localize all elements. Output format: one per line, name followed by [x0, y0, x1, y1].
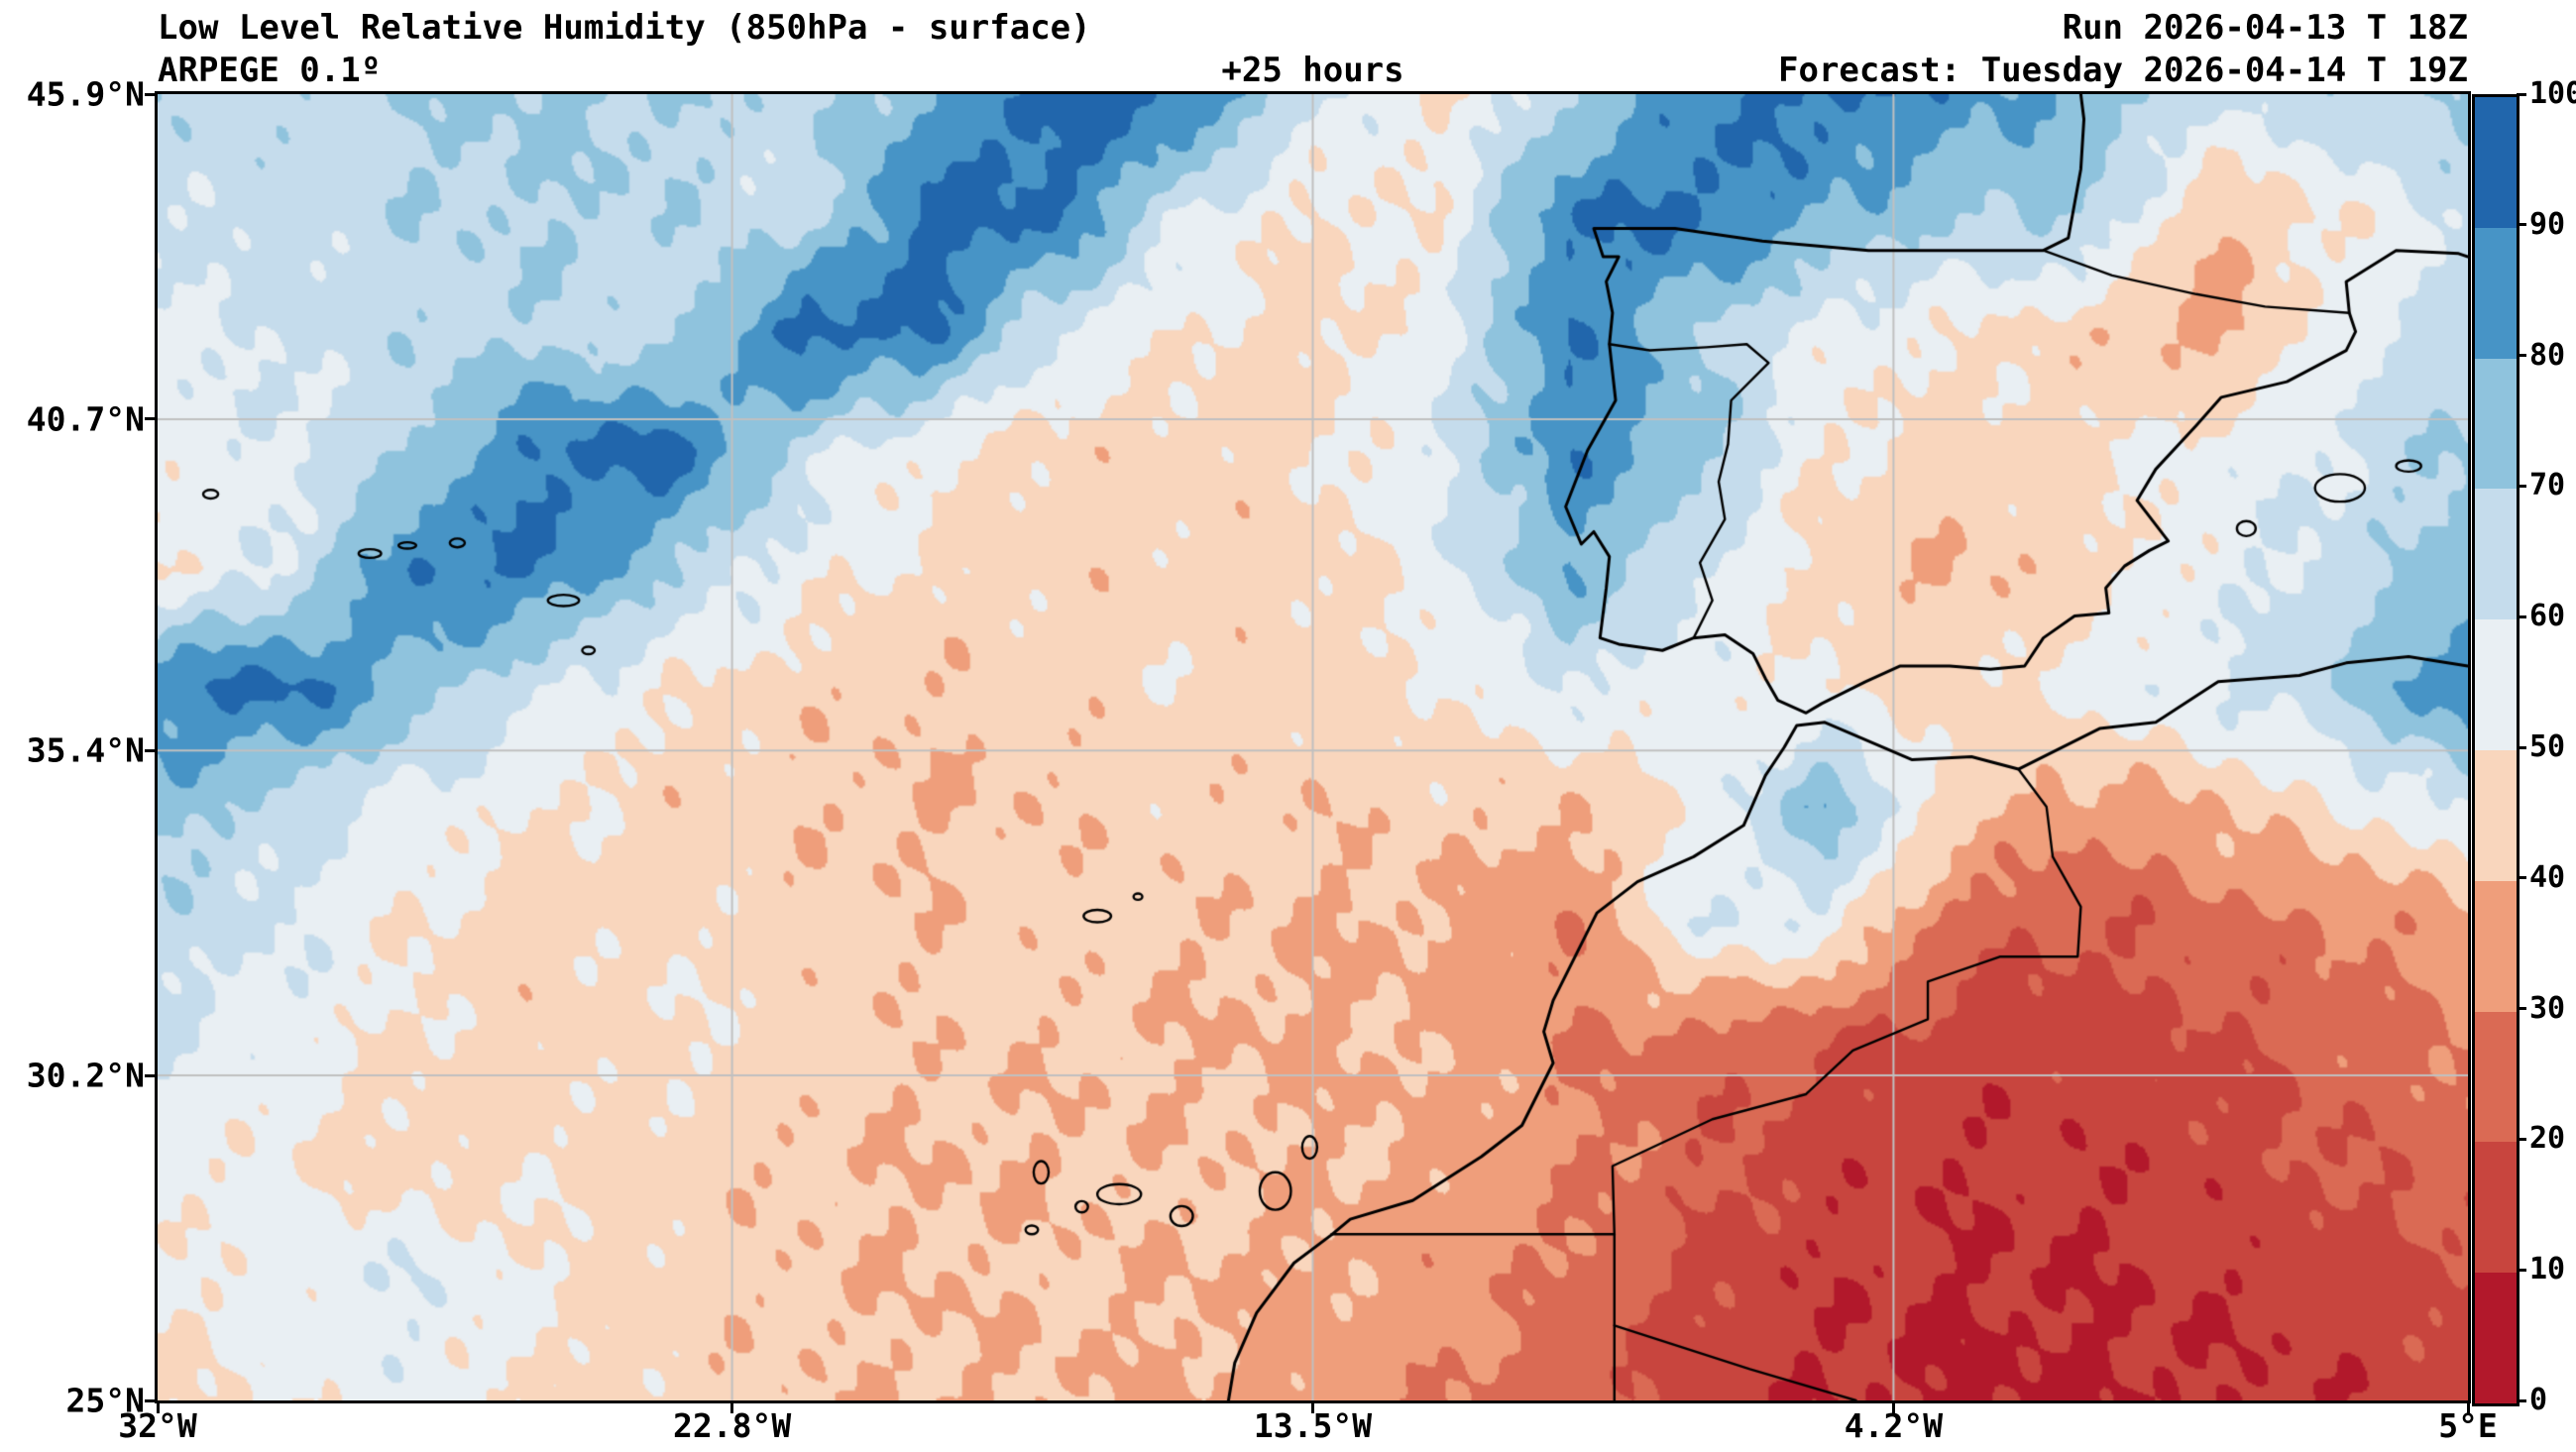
- axis-tickmark: [2517, 745, 2526, 749]
- axis-tickmark: [2517, 1398, 2526, 1402]
- colorbar-tick-label: 20: [2529, 1121, 2566, 1157]
- y-tick-label: 35.4°N: [26, 730, 145, 770]
- colorbar-band: [2475, 880, 2517, 1012]
- axis-tickmark: [156, 1400, 160, 1413]
- colorbar-band: [2475, 1273, 2517, 1403]
- colorbar-band: [2475, 489, 2517, 620]
- colorbar-band: [2475, 750, 2517, 881]
- axis-tickmark: [2517, 354, 2526, 358]
- axis-tickmark: [2466, 1400, 2470, 1413]
- colorbar-tick-label: 0: [2529, 1383, 2548, 1417]
- axis-tickmark: [2517, 1268, 2526, 1272]
- colorbar-tick-label: 100: [2529, 76, 2576, 111]
- y-tick-label: 30.2°N: [26, 1056, 145, 1095]
- x-tick-label: 13.5°W: [1253, 1406, 1373, 1445]
- run-label: Run 2026-04-13 T 18Z: [2062, 8, 2468, 48]
- colorbar-band: [2475, 619, 2517, 750]
- axis-tickmark: [2517, 92, 2526, 96]
- axis-tickmark: [145, 748, 158, 752]
- colorbar-tick-label: 80: [2529, 337, 2566, 373]
- y-tick-label: 40.7°N: [26, 399, 145, 439]
- colorbar-tick-label: 30: [2529, 990, 2566, 1026]
- axis-tickmark: [730, 1400, 734, 1413]
- colorbar-tick-label: 60: [2529, 599, 2566, 634]
- y-tick-label: 25°N: [65, 1381, 145, 1420]
- colorbar-band: [2475, 227, 2517, 359]
- axis-tickmark: [145, 1398, 158, 1402]
- x-tick-label: 32°W: [118, 1406, 197, 1445]
- axis-tickmark: [2517, 223, 2526, 227]
- axis-tickmark: [145, 1073, 158, 1077]
- colorbar-tick-label: 70: [2529, 468, 2566, 503]
- x-tick-label: 5°E: [2438, 1406, 2498, 1445]
- axis-tickmark: [2517, 484, 2526, 488]
- axis-tickmark: [2517, 1007, 2526, 1011]
- axis-tickmark: [1891, 1400, 1895, 1413]
- colorbar-band: [2475, 358, 2517, 490]
- y-tick-label: 45.9°N: [26, 74, 145, 114]
- axis-tickmark: [1311, 1400, 1314, 1413]
- humidity-map-canvas: [158, 94, 2468, 1400]
- colorbar-tick-label: 50: [2529, 729, 2566, 764]
- axis-tickmark: [2517, 876, 2526, 880]
- forecast-label: Forecast: Tuesday 2026-04-14 T 19Z: [1778, 51, 2468, 90]
- lead-time-label: +25 hours: [1221, 51, 1404, 90]
- model-label: ARPEGE 0.1º: [158, 51, 382, 90]
- x-tick-label: 4.2°W: [1844, 1406, 1944, 1445]
- colorbar-band: [2475, 97, 2517, 228]
- x-tick-label: 22.8°W: [672, 1406, 792, 1445]
- colorbar-tick-label: 10: [2529, 1252, 2566, 1287]
- colorbar-band: [2475, 1142, 2517, 1274]
- page-title: Low Level Relative Humidity (850hPa - su…: [158, 8, 1091, 48]
- colorbar-tick-label: 40: [2529, 859, 2566, 895]
- colorbar-tick-label: 90: [2529, 206, 2566, 242]
- axis-tickmark: [145, 417, 158, 421]
- axis-tickmark: [2517, 1137, 2526, 1141]
- axis-tickmark: [145, 92, 158, 96]
- colorbar: [2472, 94, 2520, 1406]
- colorbar-band: [2475, 1011, 2517, 1143]
- axis-tickmark: [2517, 614, 2526, 618]
